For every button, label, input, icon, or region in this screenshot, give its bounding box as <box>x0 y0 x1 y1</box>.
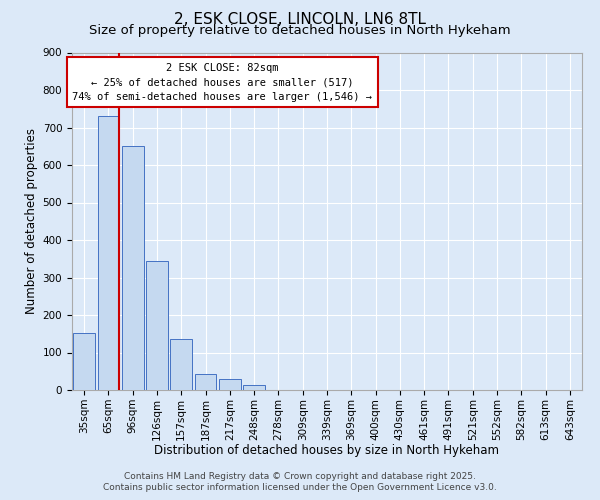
Y-axis label: Number of detached properties: Number of detached properties <box>25 128 38 314</box>
Text: 2, ESK CLOSE, LINCOLN, LN6 8TL: 2, ESK CLOSE, LINCOLN, LN6 8TL <box>174 12 426 28</box>
Text: Contains HM Land Registry data © Crown copyright and database right 2025.
Contai: Contains HM Land Registry data © Crown c… <box>103 472 497 492</box>
Bar <box>97 116 119 390</box>
Bar <box>146 262 168 390</box>
Bar <box>122 146 143 390</box>
Bar <box>73 333 95 390</box>
Text: Size of property relative to detached houses in North Hykeham: Size of property relative to detached ho… <box>89 24 511 37</box>
Bar <box>170 338 192 390</box>
Text: 2 ESK CLOSE: 82sqm
← 25% of detached houses are smaller (517)
74% of semi-detach: 2 ESK CLOSE: 82sqm ← 25% of detached hou… <box>73 62 373 102</box>
Bar <box>243 385 265 390</box>
X-axis label: Distribution of detached houses by size in North Hykeham: Distribution of detached houses by size … <box>155 444 499 457</box>
Bar <box>219 379 241 390</box>
Bar <box>194 374 217 390</box>
